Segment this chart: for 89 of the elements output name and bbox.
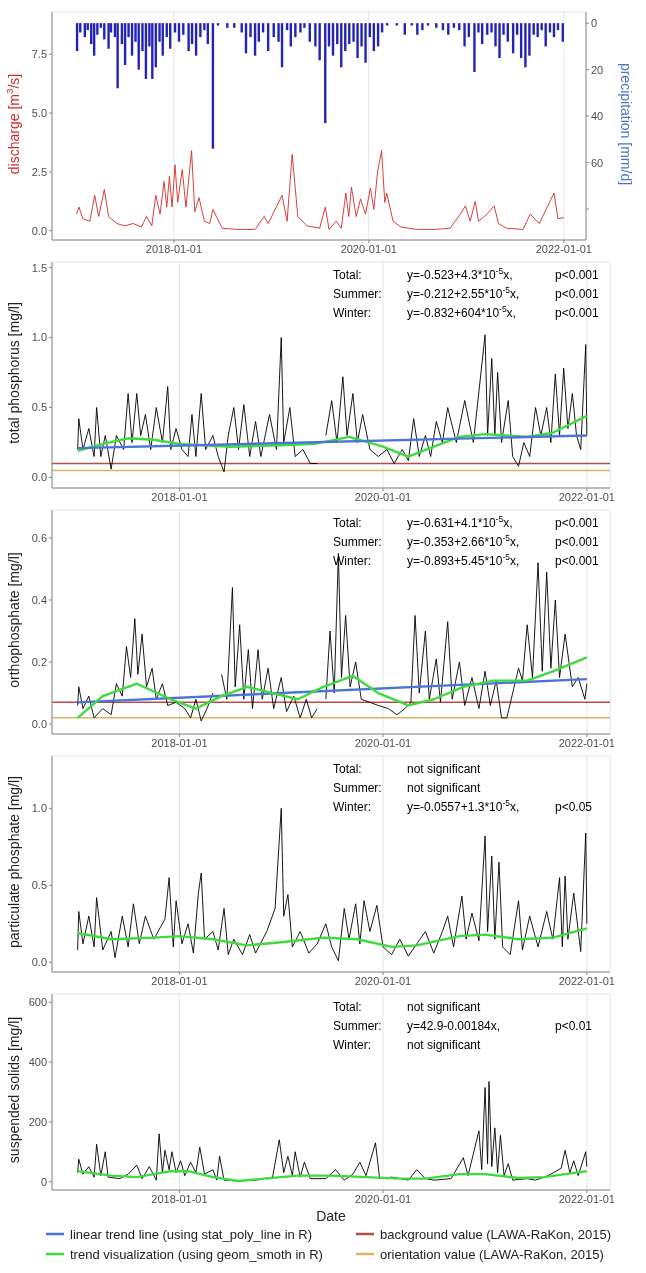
x-tick-label: 2022-01-01 — [558, 974, 615, 987]
line-series — [76, 414, 589, 458]
x-tick-label: 2022-01-01 — [558, 490, 615, 503]
text: Summer: y=-0.353+2.66*10$^{-5}$x, p<0.001 — [333, 533, 599, 549]
text: Summer: y=-0.212+2.55*10$^{-5}$x, p<0.001 — [333, 285, 599, 301]
text: Total: y=-0.523+4.3*10$^{-5}$x, p<0.001 — [333, 266, 599, 282]
y-tick-label: 0.0 — [31, 717, 47, 730]
x-tick-label: 2020-01-01 — [340, 242, 397, 255]
text: Total: not significant — [333, 762, 481, 776]
bar — [294, 23, 297, 38]
y-tick-label: 2.5 — [31, 165, 47, 178]
y2-tick-label: 20 — [591, 63, 604, 76]
text: Total: y=-0.631+4.1*10$^{-5}$x, p<0.001 — [333, 514, 599, 530]
bar — [463, 23, 466, 47]
y-tick-label: 0.4 — [31, 593, 47, 606]
bar — [116, 23, 119, 89]
y-axis-title: particulate phosphate [mg/l] — [6, 775, 22, 950]
line-series — [77, 1081, 588, 1182]
text: Winter: not significant — [333, 1038, 481, 1052]
bar — [303, 23, 306, 28]
y-tick-label: 400 — [28, 1056, 47, 1069]
bar — [249, 23, 252, 38]
x-tick-label: 2018-01-01 — [151, 736, 208, 749]
y-tick-label: 0 — [40, 1175, 47, 1188]
y-axis-title: suspended solids [mg/l] — [6, 1015, 22, 1166]
text: Winter: y=-0.0557+1.3*10$^{-5}$x, p<0.05 — [333, 798, 593, 814]
bar — [226, 23, 229, 28]
y-tick-label: 7.5 — [31, 48, 47, 61]
bar — [421, 23, 424, 31]
text: Summer: y=42.9-0.00184x, p<0.01 — [333, 1019, 593, 1033]
y-tick-label: 0.5 — [31, 401, 47, 414]
bar — [524, 23, 527, 68]
y-tick-label: 5.0 — [31, 106, 47, 119]
x-tick-label: 2018-01-01 — [151, 490, 208, 503]
bar — [318, 23, 321, 61]
y2-axis-title: precipitation [mm/d] — [618, 61, 634, 188]
x-tick-label: 2020-01-01 — [354, 736, 412, 749]
y-axis-title: orthophosphate [mg/l] — [6, 551, 22, 690]
legend-label: trend visualization (using geom_smoth in R) — [70, 1246, 323, 1262]
y-tick-label: 0.6 — [31, 531, 47, 544]
bar — [435, 23, 438, 28]
bar — [187, 23, 190, 52]
y2-tick-label: 60 — [591, 156, 604, 169]
y2-tick-label: 0 — [591, 17, 598, 30]
y-tick-label: 0.0 — [31, 471, 47, 484]
bar — [473, 23, 476, 72]
bar — [536, 23, 539, 38]
y-tick-label: 0.0 — [31, 224, 47, 237]
y-tick-label: 1.5 — [31, 261, 47, 274]
x-tick-label: 2022-01-01 — [558, 736, 615, 749]
bar — [299, 23, 302, 33]
y-tick-label: 0.5 — [31, 879, 47, 892]
legend-label: linear trend line (using stat_poly_line in R) — [70, 1226, 313, 1242]
y-tick-label: 0.0 — [31, 956, 47, 969]
x-tick-label: 2020-01-01 — [354, 974, 412, 987]
y-tick-label: 600 — [28, 996, 47, 1009]
y-tick-label: 1.0 — [31, 802, 47, 815]
bar — [199, 23, 202, 38]
x-tick-label: 2022-01-01 — [558, 1192, 615, 1205]
x-tick-label: 2020-01-01 — [354, 1192, 412, 1205]
legend-label: orientation value (LAWA-RaKon, 2015) — [380, 1246, 604, 1262]
x-axis-title: Date — [315, 1208, 347, 1224]
bar — [151, 23, 154, 79]
bar — [416, 23, 419, 35]
text: Winter: y=-0.832+604*10$^{-5}$x, p<0.001 — [333, 304, 599, 320]
y-tick-label: 1.0 — [31, 331, 47, 344]
x-tick-label: 2018-01-01 — [151, 974, 208, 987]
bar — [544, 23, 547, 47]
bar — [356, 23, 359, 59]
line-series — [76, 656, 589, 720]
x-tick-label: 2018-01-01 — [145, 242, 203, 255]
y-axis-title: total phosphorus [mg/l] — [6, 301, 22, 446]
line-series — [76, 150, 565, 230]
line-series — [76, 1169, 589, 1183]
bar — [498, 23, 501, 59]
x-tick-label: 2022-01-01 — [535, 242, 592, 255]
legend-label: background value (LAWA-RaKon, 2015) — [380, 1226, 611, 1242]
y-tick-label: 0.2 — [31, 655, 47, 668]
text: Summer: not significant — [333, 781, 481, 795]
bar — [452, 23, 456, 28]
line-series — [76, 927, 589, 949]
y-tick-label: 200 — [28, 1115, 47, 1128]
text: Total: not significant — [333, 1000, 481, 1014]
x-tick-label: 2020-01-01 — [354, 490, 412, 503]
y2-tick-label: 40 — [591, 110, 604, 123]
bar — [107, 23, 110, 49]
bar — [364, 23, 367, 63]
x-tick-label: 2018-01-01 — [151, 1192, 208, 1205]
bar — [233, 23, 236, 28]
